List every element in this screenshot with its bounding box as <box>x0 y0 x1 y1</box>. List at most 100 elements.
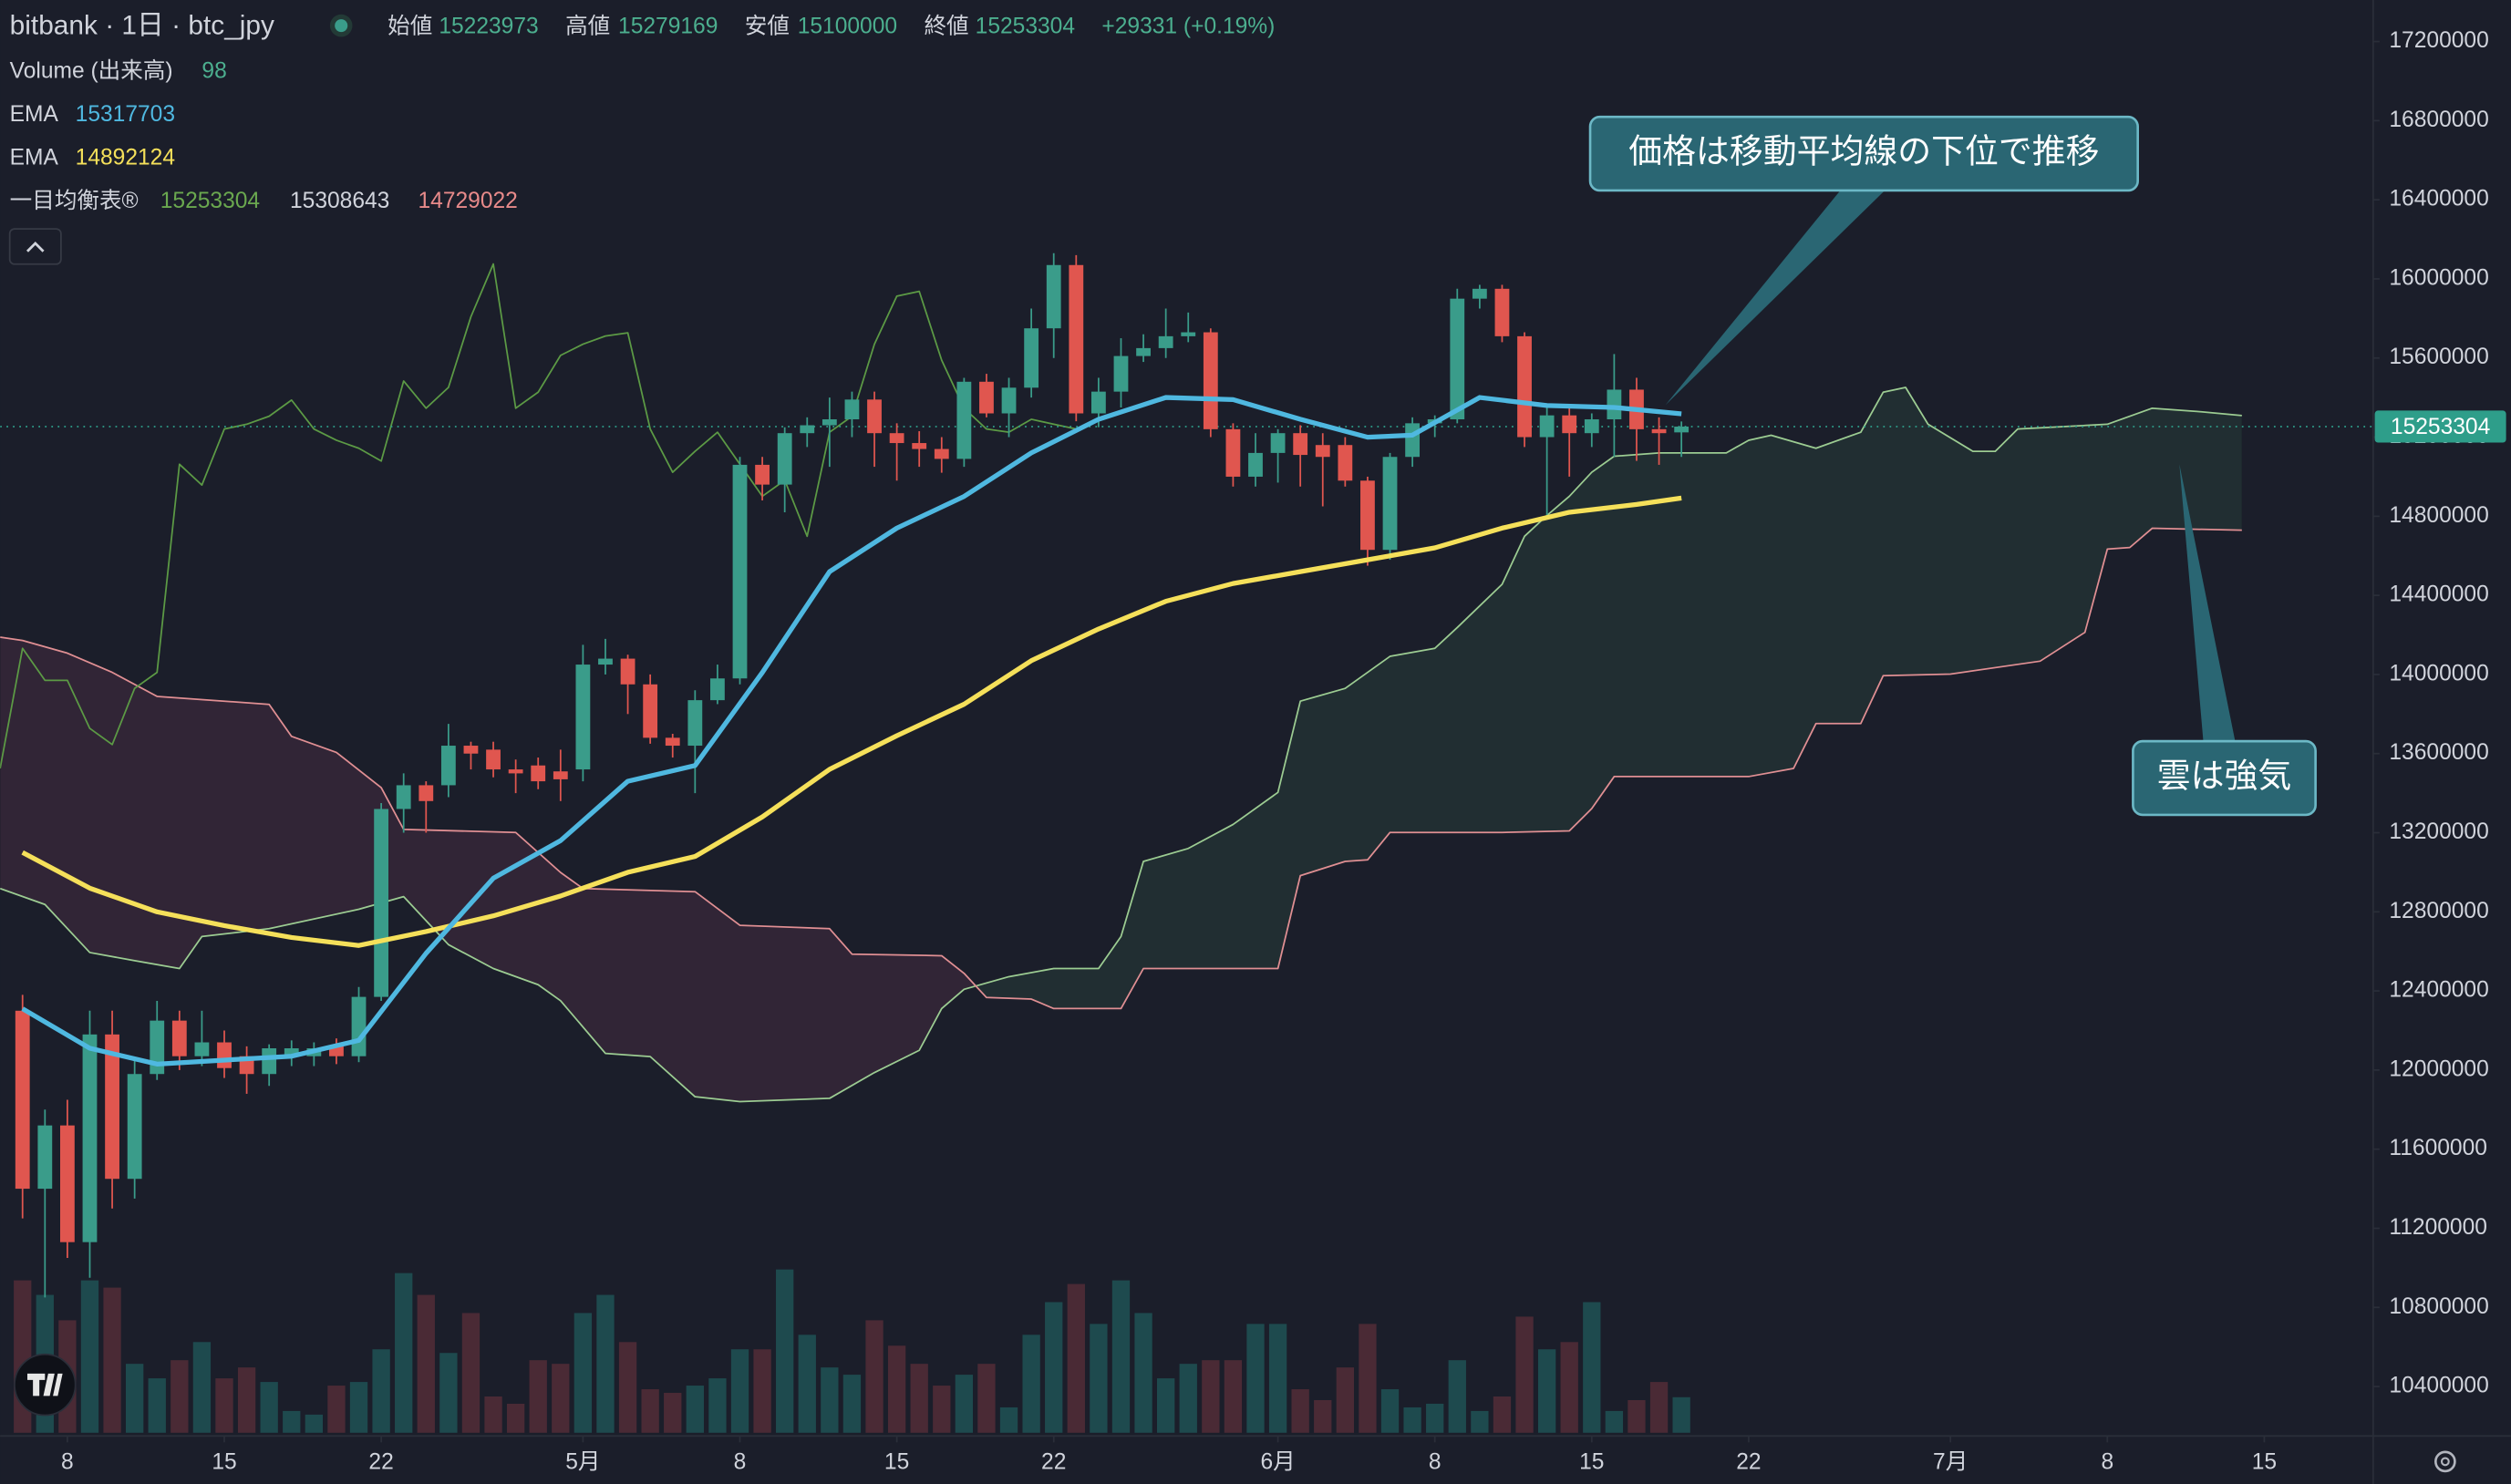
volume-bar <box>170 1360 189 1433</box>
x-tick-label: 8 <box>734 1450 747 1475</box>
volume-bar <box>596 1294 615 1433</box>
ohlc-label: 始値 <box>388 13 432 38</box>
settings-icon[interactable] <box>2434 1450 2456 1473</box>
settings-button[interactable] <box>2434 1450 2456 1473</box>
ohlc-value: 15100000 <box>798 14 897 38</box>
indicator-name: EMA <box>10 102 59 127</box>
indicator-value: 98 <box>202 59 226 84</box>
candle-body <box>105 1034 119 1180</box>
x-tick-label: 22 <box>1041 1450 1066 1475</box>
volume-bar <box>1022 1335 1040 1433</box>
volume-bar <box>1493 1396 1512 1433</box>
callout-pointer <box>2179 464 2236 743</box>
y-tick-label: 12800000 <box>2389 899 2488 923</box>
indicator-value: 15253304 <box>160 189 260 213</box>
volume-bar <box>103 1287 121 1433</box>
volume-bar <box>461 1313 480 1433</box>
logo-mark[interactable] <box>26 1373 63 1396</box>
volume-bar <box>260 1382 278 1433</box>
volume-bar <box>798 1335 816 1433</box>
candle-body <box>710 678 725 701</box>
candle-body <box>486 749 501 770</box>
candle-body <box>1001 387 1017 414</box>
volume-bar <box>305 1414 324 1433</box>
candle-body <box>912 443 927 449</box>
collapse-icon[interactable] <box>26 241 45 252</box>
candle-body <box>1158 335 1173 348</box>
candle-body <box>575 665 591 770</box>
indicator-line <box>21 495 1682 948</box>
candle-body <box>777 433 792 485</box>
candle-body <box>1539 415 1555 438</box>
candle-body <box>440 746 456 786</box>
volume-bar <box>1179 1364 1197 1433</box>
indicator-value: 15317703 <box>76 102 175 127</box>
x-tick-label: 15 <box>212 1450 236 1475</box>
volume-bar <box>1583 1302 1601 1433</box>
volume-bar <box>821 1367 839 1433</box>
settings-icon[interactable] <box>2440 1457 2450 1467</box>
volume-bar <box>776 1269 794 1433</box>
y-tick-label: 12000000 <box>2389 1056 2488 1081</box>
collapse-button[interactable] <box>8 228 62 265</box>
candle-body <box>418 785 434 801</box>
logo[interactable] <box>14 1353 77 1417</box>
volume-bar <box>1605 1410 1624 1433</box>
x-tick-label: 8 <box>61 1450 74 1475</box>
volume-bar <box>327 1386 346 1433</box>
candle-body <box>1315 445 1330 458</box>
candle-body <box>329 1046 344 1056</box>
candle-body <box>1494 288 1510 336</box>
candle-body <box>1136 347 1151 356</box>
candle-body <box>1225 428 1241 477</box>
candle-body <box>934 448 949 459</box>
candle-body <box>1472 288 1487 299</box>
volume-bar <box>1314 1399 1332 1433</box>
candle-body <box>643 684 658 738</box>
x-tick-label: 5月 <box>565 1450 600 1475</box>
volume-bar <box>708 1378 727 1433</box>
volume-bar <box>529 1360 547 1433</box>
y-tick-label: 13200000 <box>2389 819 2488 844</box>
y-tick-label: 13600000 <box>2389 740 2488 765</box>
volume-bar <box>1336 1367 1355 1433</box>
candle-body <box>1203 332 1218 429</box>
x-tick-label: 8 <box>2101 1450 2113 1475</box>
y-tick-label: 15600000 <box>2389 345 2488 369</box>
volume-bar <box>1672 1396 1690 1433</box>
indicator-name: 一目均衡表® <box>10 188 139 213</box>
volume-bar <box>1156 1378 1175 1433</box>
volume-bar <box>1045 1302 1063 1433</box>
candle-body <box>1046 264 1061 329</box>
candle-body <box>351 996 367 1056</box>
y-tick-label: 14000000 <box>2389 661 2488 685</box>
y-tick-label: 16800000 <box>2389 108 2488 132</box>
x-tick-label: 15 <box>2252 1450 2277 1475</box>
candle-body <box>800 425 815 434</box>
callout-text: 価格は移動平均線の下位で推移 <box>1628 132 2099 170</box>
candle-body <box>463 746 479 754</box>
x-tick-label: 7月 <box>1933 1450 1968 1475</box>
candle-body <box>194 1042 210 1056</box>
candle-body <box>1090 391 1106 414</box>
volume-bar <box>1134 1313 1152 1433</box>
volume-bar <box>237 1367 256 1433</box>
candle-body <box>979 381 994 414</box>
indicator-line <box>0 263 1077 769</box>
indicator-value: 14892124 <box>76 145 175 170</box>
candle-body <box>1248 452 1263 477</box>
candle-body <box>867 399 882 434</box>
candle-body <box>217 1042 232 1068</box>
volume-bar <box>125 1364 144 1433</box>
collapse-button-frame[interactable] <box>8 228 62 265</box>
candle-body <box>1651 428 1667 434</box>
volume-bar <box>999 1407 1018 1433</box>
candle-body <box>598 658 613 665</box>
candle-body <box>508 769 523 774</box>
candle-body <box>1382 457 1398 551</box>
volume-bar <box>1291 1389 1309 1433</box>
volume-bar <box>192 1342 212 1433</box>
x-tick-label: 15 <box>1579 1450 1604 1475</box>
volume-bar <box>1111 1280 1131 1433</box>
candle-body <box>665 737 680 747</box>
